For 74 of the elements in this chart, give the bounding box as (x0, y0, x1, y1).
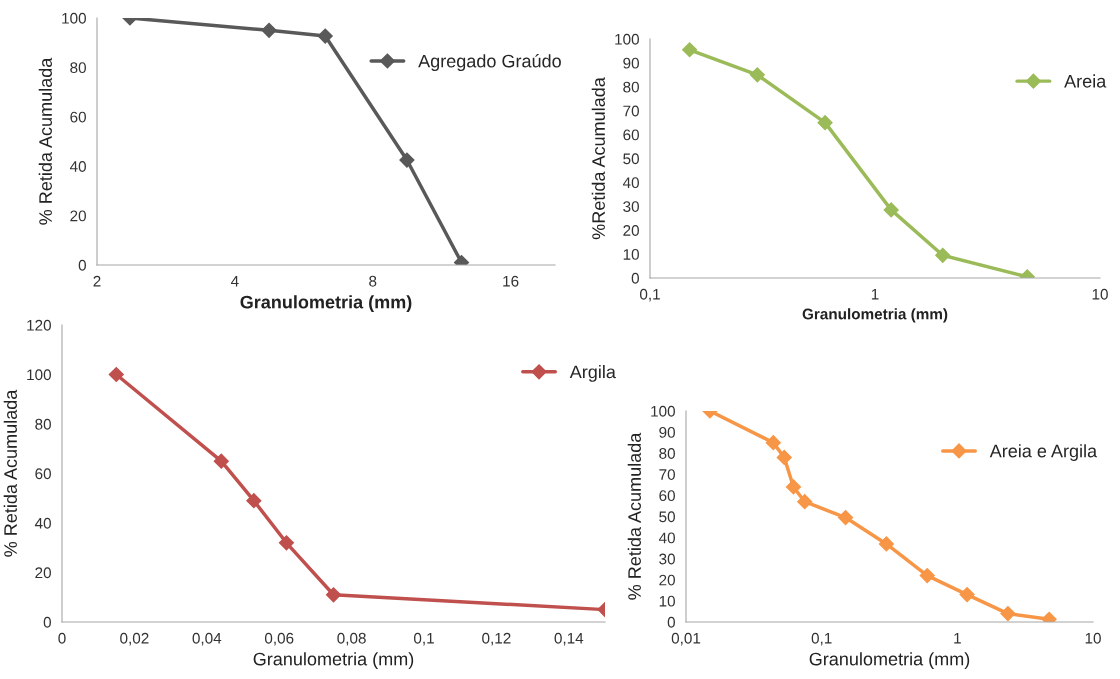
y-tick-label: 30 (659, 553, 675, 565)
x-tick-label: 10 (1092, 288, 1108, 300)
x-tick-label: 0,1 (811, 632, 832, 646)
y-tick-label: 70 (659, 469, 675, 480)
y-tick-label: 40 (69, 161, 86, 172)
y-tick-label: 20 (70, 210, 86, 222)
point (682, 42, 698, 58)
y-tick-label: 60 (35, 468, 51, 480)
y-tick-label: 0 (43, 616, 51, 628)
y-tick-label: 10 (659, 595, 675, 607)
y-tick-label: 120 (27, 319, 51, 331)
y-tick-label: 90 (659, 426, 675, 438)
y-tick-label: 50 (659, 511, 675, 523)
y-tick-label: 80 (659, 448, 675, 459)
y-tick-label: 50 (623, 153, 639, 165)
y-axis-title: % Retida Acumulada (3, 389, 17, 557)
y-tick-label: 100 (27, 369, 51, 381)
y-tick-label: 90 (623, 57, 639, 69)
y-tick-label: 10 (623, 248, 639, 260)
point (883, 202, 899, 218)
point (278, 535, 295, 551)
x-tick-label: 0,01 (671, 632, 701, 646)
y-tick-label: 20 (623, 225, 639, 236)
x-axis-title: Granulometria (mm) (802, 308, 948, 323)
y-tick-label: 40 (658, 532, 675, 544)
x-tick-label: 0,1 (639, 288, 660, 302)
y-tick-label: 20 (35, 567, 51, 579)
y-axis-title: %Retida Acumulada (591, 77, 605, 240)
point (108, 366, 124, 383)
x-tick-label: 0,02 (120, 632, 149, 646)
point (817, 115, 833, 131)
x-tick-label: 0,12 (482, 632, 511, 646)
y-tick-label: 60 (659, 490, 675, 502)
x-axis-title: Granulometria (mm) (809, 652, 970, 670)
legend-label: Areia e Argila (989, 444, 1098, 461)
x-tick-label: 0,08 (337, 632, 366, 646)
x-tick-label: 0 (58, 632, 66, 644)
y-tick-label: 0 (78, 259, 86, 271)
y-tick-label: 60 (70, 111, 86, 123)
y-tick-label: 100 (62, 12, 86, 24)
y-axis-title: % Retida Acumulada (38, 57, 52, 225)
y-tick-label: 40 (622, 177, 639, 189)
point (749, 67, 765, 83)
y-tick-label: 60 (623, 129, 639, 141)
legend-label: Argila (569, 365, 616, 382)
legend-label: Areia (1064, 74, 1107, 88)
y-tick-label: 30 (623, 201, 639, 212)
y-axis-title: % Retida Acumulada (627, 432, 641, 600)
x-tick-label: 0,14 (554, 632, 584, 646)
x-tick-label: 2 (93, 275, 101, 287)
x-tick-label: 4 (230, 275, 239, 287)
x-tick-label: 10 (1085, 632, 1101, 644)
point (213, 453, 229, 469)
y-tick-label: 80 (623, 81, 639, 93)
x-tick-label: 0,04 (192, 632, 222, 646)
y-tick-label: 100 (615, 33, 639, 45)
x-tick-label: 1 (871, 288, 879, 300)
y-tick-label: 100 (651, 405, 675, 417)
point (325, 587, 342, 603)
x-tick-label: 0,06 (264, 632, 294, 646)
x-tick-label: 0,1 (413, 632, 434, 646)
y-tick-label: 40 (34, 517, 51, 529)
x-axis-title: Granulometria (mm) (240, 295, 412, 313)
point (246, 493, 262, 509)
y-tick-label: 70 (623, 105, 639, 117)
y-tick-label: 80 (70, 62, 86, 74)
x-axis-title: Granulometria (mm) (253, 652, 414, 670)
x-tick-label: 8 (369, 275, 377, 287)
y-tick-label: 80 (35, 418, 51, 430)
x-tick-label: 1 (954, 632, 961, 644)
y-tick-label: 20 (659, 574, 675, 586)
legend-label: Agregado Graúdo (418, 54, 561, 72)
y-tick-label: 0 (667, 616, 675, 628)
x-tick-label: 16 (503, 275, 519, 287)
